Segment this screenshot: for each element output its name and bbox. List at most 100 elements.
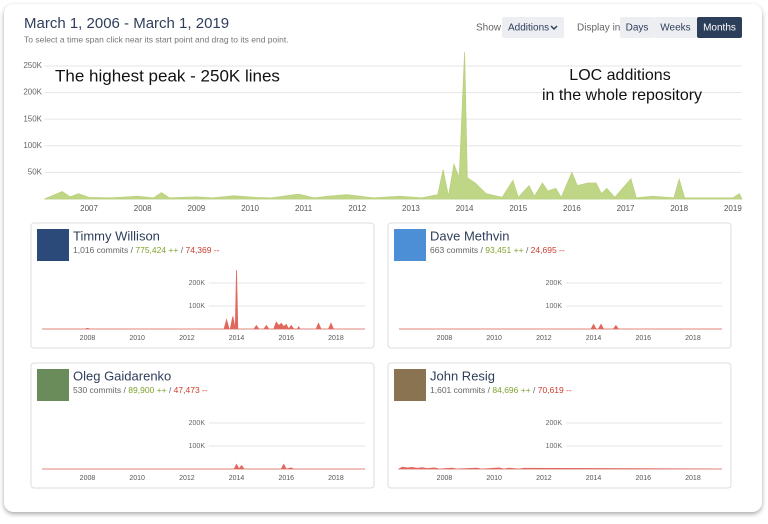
additions: 89,900 ++ [128, 385, 166, 395]
x-tick-label: 2012 [179, 475, 195, 482]
range-title: March 1, 2006 - March 1, 2019 [24, 15, 229, 32]
x-tick-label: 2014 [229, 475, 245, 482]
y-tick-label: 150K [23, 114, 42, 123]
x-tick-label: 2014 [586, 475, 602, 482]
x-tick-label: 2018 [328, 475, 344, 482]
x-tick-label: 2008 [80, 335, 96, 342]
y-tick-label: 50K [28, 168, 43, 177]
display-label: Display in [577, 23, 620, 34]
x-tick-label: 2008 [437, 335, 453, 342]
y-tick-label: 100K [23, 141, 42, 150]
contributor-stats: 1,601 commits / 84,696 ++ / 70,619 -- [430, 385, 572, 395]
y-tick-label: 200K [546, 420, 563, 427]
x-tick-label: 2010 [486, 335, 502, 342]
x-tick-label: 2012 [179, 335, 195, 342]
x-tick-label: 2018 [328, 335, 344, 342]
commits: 1,016 commits [73, 245, 128, 255]
y-tick-label: 250K [23, 61, 42, 70]
x-tick-label: 2007 [80, 204, 98, 213]
display-button[interactable] [697, 17, 742, 38]
display-button[interactable] [654, 17, 697, 38]
x-tick-label: 2016 [278, 335, 294, 342]
show-dropdown[interactable] [502, 17, 564, 38]
x-tick-label: 2013 [402, 204, 420, 213]
caret [550, 25, 558, 31]
additions: 84,696 ++ [492, 385, 530, 395]
x-tick-label: 2010 [241, 204, 259, 213]
deletions: 70,619 -- [538, 385, 572, 395]
contributor-stats: 530 commits / 89,900 ++ / 47,473 -- [73, 385, 208, 395]
avatar [394, 369, 426, 401]
x-tick-label: 2018 [670, 204, 688, 213]
area [44, 52, 743, 200]
area [42, 463, 365, 470]
x-tick-label: 2019 [724, 204, 742, 213]
contributor-stats: 663 commits / 93,451 ++ / 24,695 -- [430, 245, 565, 255]
deletions: 74,369 -- [185, 245, 219, 255]
avatar [37, 369, 69, 401]
contributor-name[interactable]: Oleg Gaidarenko [73, 368, 171, 383]
avatar [394, 229, 426, 261]
x-tick-label: 2008 [80, 475, 96, 482]
display-option: Weeks [660, 23, 690, 34]
x-tick-label: 2016 [563, 204, 581, 213]
separator: / [121, 385, 128, 395]
x-tick-label: 2015 [509, 204, 527, 213]
display-button[interactable] [620, 17, 654, 38]
y-tick-label: 100K [546, 303, 563, 310]
separator: / [485, 385, 492, 395]
additions: 775,424 ++ [135, 245, 178, 255]
contributor-card [387, 222, 732, 349]
separator: / [167, 385, 174, 395]
contributor-card [387, 362, 732, 489]
x-tick-label: 2009 [187, 204, 205, 213]
contributor-name[interactable]: Dave Methvin [430, 228, 509, 243]
area [42, 270, 365, 330]
contributor-name[interactable]: Timmy Willison [73, 228, 160, 243]
x-tick-label: 2012 [536, 335, 552, 342]
separator: / [531, 385, 538, 395]
annotation: LOC additions [569, 67, 670, 84]
y-tick-label: 200K [23, 88, 42, 97]
x-tick-label: 2016 [635, 335, 651, 342]
contributor-stats: 1,016 commits / 775,424 ++ / 74,369 -- [73, 245, 220, 255]
y-tick-label: 100K [189, 303, 206, 310]
y-tick-label: 200K [546, 280, 563, 287]
y-tick-label: 100K [189, 443, 206, 450]
separator: / [478, 245, 485, 255]
deletions: 47,473 -- [174, 385, 208, 395]
x-tick-label: 2017 [617, 204, 635, 213]
commits: 663 commits [430, 245, 478, 255]
x-tick-label: 2012 [348, 204, 366, 213]
y-tick-label: 200K [189, 420, 206, 427]
area [399, 323, 722, 330]
x-tick-label: 2008 [437, 475, 453, 482]
x-tick-label: 2010 [129, 475, 145, 482]
x-tick-label: 2018 [685, 335, 701, 342]
display-option: Months [703, 23, 736, 34]
separator: / [178, 245, 185, 255]
x-tick-label: 2014 [229, 335, 245, 342]
contributor-name[interactable]: John Resig [430, 368, 495, 383]
hint: To select a time span click near its sta… [24, 34, 289, 44]
show-label: Show [476, 23, 502, 34]
avatar [37, 229, 69, 261]
deletions: 24,695 -- [531, 245, 565, 255]
annotation: The highest peak - 250K lines [55, 66, 280, 85]
x-tick-label: 2011 [295, 204, 313, 213]
x-tick-label: 2012 [536, 475, 552, 482]
commits: 1,601 commits [430, 385, 485, 395]
contributor-card [30, 362, 375, 489]
area [397, 466, 723, 470]
y-tick-label: 100K [546, 443, 563, 450]
display-option: Days [626, 23, 649, 34]
separator: / [128, 245, 135, 255]
x-tick-label: 2014 [456, 204, 474, 213]
x-tick-label: 2018 [685, 475, 701, 482]
additions: 93,451 ++ [485, 245, 523, 255]
commits: 530 commits [73, 385, 121, 395]
x-tick-label: 2010 [486, 475, 502, 482]
separator: / [524, 245, 531, 255]
